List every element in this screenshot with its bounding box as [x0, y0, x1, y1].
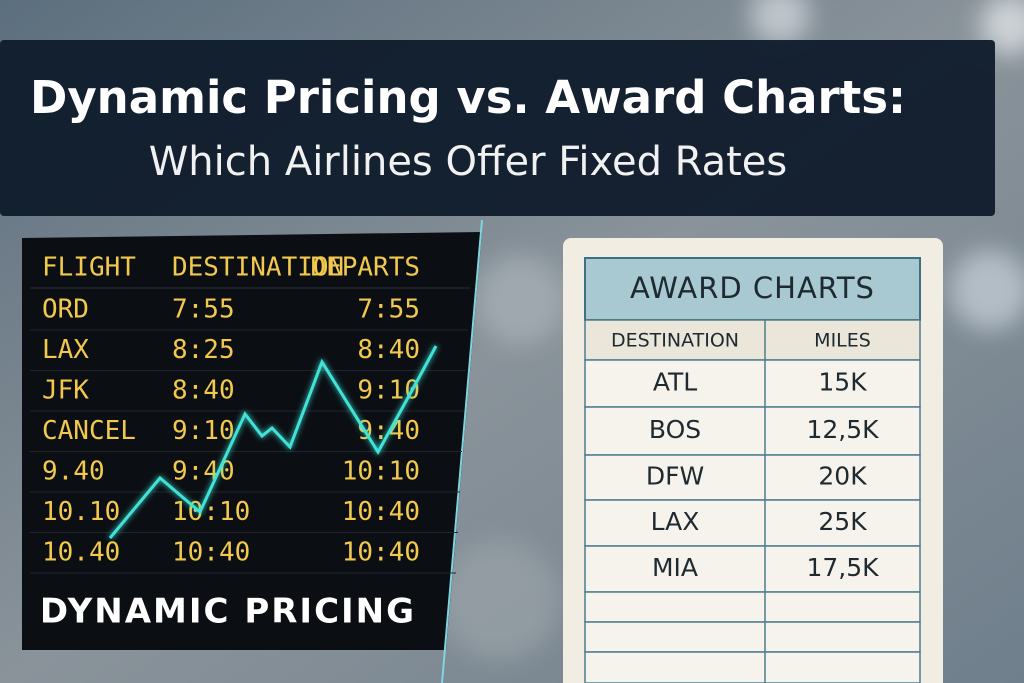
table-cell: DFW: [646, 462, 704, 491]
table-cell: 20K: [818, 462, 867, 491]
board-cell: JFK: [42, 376, 89, 406]
table-cell: 25K: [818, 507, 867, 536]
board-cell: 10.10: [42, 497, 120, 527]
header-band: [0, 40, 995, 216]
table-cell: MIA: [652, 553, 698, 582]
price-line: [108, 345, 438, 539]
board-cell: 9.40: [42, 457, 105, 487]
bokeh: [440, 0, 1024, 660]
board-column-header: FLIGHT: [42, 253, 136, 283]
table-row: [584, 319, 921, 361]
board-cell: CANCEL: [42, 416, 136, 446]
table-row: [584, 359, 921, 408]
board-column-header: DESTINATION: [172, 253, 344, 283]
table-row: [584, 651, 921, 683]
board-cell: 10:10: [342, 457, 420, 487]
table-title: AWARD CHARTS: [630, 271, 875, 305]
table-cell: 12,5K: [806, 415, 879, 444]
board-label: DYNAMIC PRICING: [40, 592, 416, 632]
table-cell: 17,5K: [806, 553, 879, 582]
subtitle: Which Airlines Offer Fixed Rates: [149, 139, 787, 185]
board-column-header: DEPARTS: [310, 253, 420, 283]
board-cell: 8:25: [172, 335, 235, 365]
departure-board: [22, 232, 482, 650]
board-cell: 9:10: [172, 416, 235, 446]
table-cell: BOS: [649, 415, 701, 444]
title: Dynamic Pricing vs. Award Charts:: [30, 71, 906, 124]
table-row: [584, 499, 921, 547]
board-cell: 10:40: [172, 538, 250, 568]
board-cell: 10:10: [172, 497, 250, 527]
board-cell: 10:40: [342, 538, 420, 568]
board-cell: 8:40: [357, 335, 420, 365]
table-cell: LAX: [651, 507, 700, 536]
board-cell: 9:10: [357, 376, 420, 406]
board-cell: 10:40: [342, 497, 420, 527]
table-row: [584, 545, 921, 593]
board-cell: LAX: [42, 335, 89, 365]
board-cell: 8:40: [172, 376, 235, 406]
table-cell: 15K: [818, 368, 867, 397]
table-row: [584, 591, 921, 623]
table-title-cell: [584, 257, 921, 321]
table-column-header: MILES: [814, 330, 871, 352]
board-cell: ORD: [42, 295, 89, 325]
board-cell: 7:55: [357, 295, 420, 325]
table-column-header: DESTINATION: [611, 330, 739, 352]
award-table: AWARD CHARTS DESTINATION MILES ATL 15K BOS 12,…: [584, 257, 921, 683]
table-cell: ATL: [653, 368, 697, 397]
table-row: [584, 454, 921, 501]
board-cell: 7:55: [172, 295, 235, 325]
board-cell: 9:40: [172, 457, 235, 487]
board-cell: 10.40: [42, 538, 120, 568]
table-row: [584, 621, 921, 653]
